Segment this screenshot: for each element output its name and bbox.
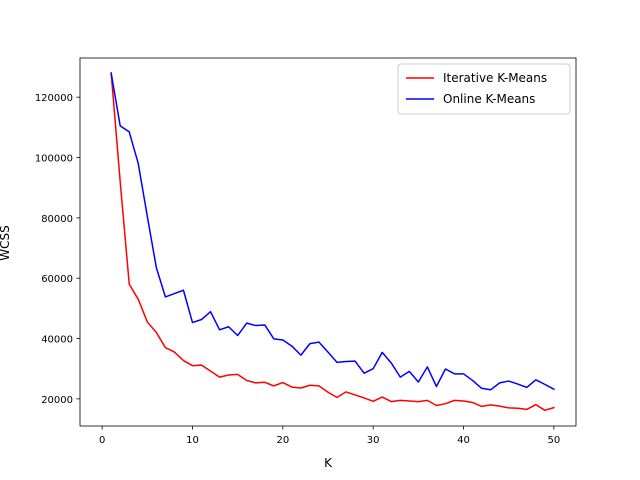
y-axis-label: WCSS xyxy=(0,225,12,260)
y-tick-label: 120000 xyxy=(35,93,73,104)
legend-box xyxy=(397,63,571,115)
x-tick-label: 10 xyxy=(186,435,199,446)
legend-label-1: Iterative K-Means xyxy=(443,71,547,85)
y-tick-label: 60000 xyxy=(41,274,73,285)
series-line-2 xyxy=(110,72,555,391)
plot-area: 0 10 20 30 40 50 20000 40000 60000 80000 100000 120… xyxy=(35,57,577,446)
y-tick-label: 20000 xyxy=(41,395,73,406)
x-tick-label: 0 xyxy=(99,435,105,446)
y-tick-label: 80000 xyxy=(41,214,73,225)
x-tick-label: 30 xyxy=(367,435,380,446)
x-tick-label: 50 xyxy=(547,435,560,446)
y-tick-label: 40000 xyxy=(41,335,73,346)
legend-label-2: Online K-Means xyxy=(443,92,535,106)
y-tick-label: 100000 xyxy=(35,154,73,165)
x-tick-label: 20 xyxy=(276,435,289,446)
x-axis-label: K xyxy=(324,456,333,470)
axes-frame xyxy=(79,57,577,427)
legend: Iterative K-Means Online K-Means xyxy=(397,63,571,115)
x-tick-label: 40 xyxy=(457,435,470,446)
series-line-1 xyxy=(110,72,555,412)
